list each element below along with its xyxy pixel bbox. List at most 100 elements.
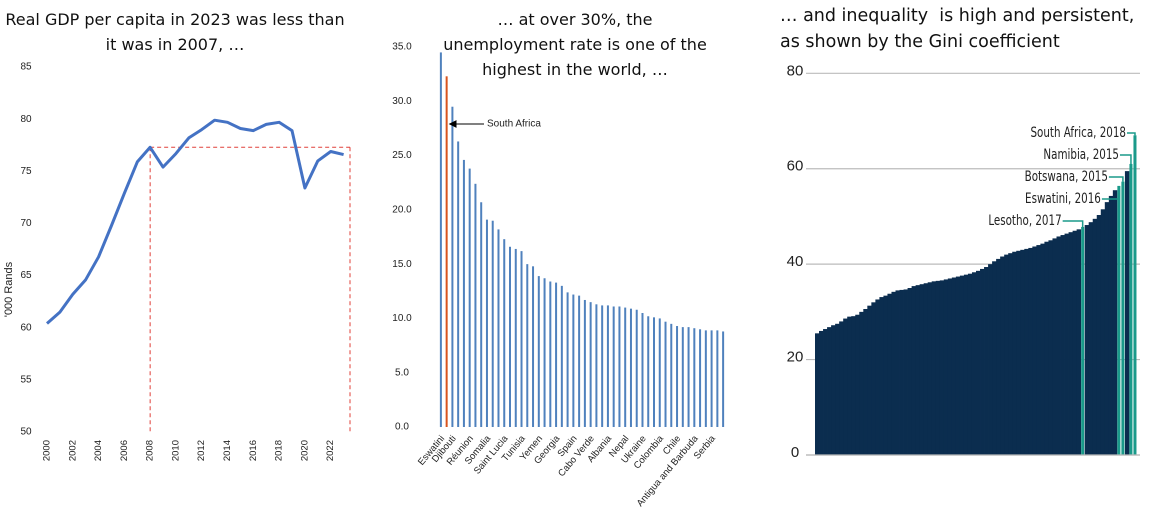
leader-line (1062, 220, 1084, 227)
bar (1117, 185, 1121, 456)
y-tick-label: 10.0 (392, 313, 412, 324)
bar (566, 292, 569, 427)
bar (1000, 256, 1005, 455)
bar (1056, 236, 1061, 455)
x-tick-label: 2012 (196, 440, 207, 461)
bar (899, 289, 904, 455)
bar (624, 307, 627, 427)
bar (1104, 202, 1110, 455)
y-tick-label: 5.0 (395, 367, 409, 378)
line (46, 118, 344, 325)
leader-line (1119, 154, 1132, 164)
y-tick-label: 20 (787, 349, 804, 366)
leader-line (1108, 176, 1124, 182)
bar (491, 220, 494, 427)
bar (520, 251, 523, 427)
y-tick-label: 35.0 (392, 42, 412, 53)
bar (903, 289, 908, 455)
bar (1112, 190, 1118, 455)
bar (1044, 241, 1049, 455)
bar (815, 333, 820, 455)
bar (843, 318, 848, 455)
bar (537, 276, 540, 427)
bar (693, 328, 696, 427)
bar (831, 325, 836, 455)
y-axis-label: '000 Rands (3, 261, 15, 317)
x-tick-label: 2014 (222, 440, 233, 461)
bar (992, 261, 997, 455)
bar (445, 76, 448, 428)
bar (819, 330, 824, 455)
y-tick-label: 0.0 (395, 422, 409, 433)
bar (976, 270, 981, 455)
bar (823, 329, 828, 455)
bar (915, 285, 921, 455)
x-tick-label: 2000 (42, 440, 53, 461)
bar (716, 330, 719, 427)
bar (923, 283, 929, 455)
bar (919, 284, 925, 455)
bar (1004, 254, 1009, 455)
bar (988, 264, 993, 455)
bar (963, 274, 969, 455)
bar (457, 141, 460, 427)
x-tick-label: 2008 (145, 440, 156, 461)
bar (1036, 245, 1041, 455)
bar (699, 329, 702, 427)
bar (1124, 171, 1130, 455)
bar (681, 327, 684, 427)
x-tick-label: 2002 (67, 440, 78, 461)
bar (664, 321, 667, 427)
bar (451, 106, 454, 427)
bar (1092, 218, 1098, 455)
y-tick-label: 40 (787, 253, 804, 270)
bar (895, 290, 900, 455)
y-tick-label: 65 (20, 270, 32, 281)
bar (891, 291, 896, 455)
bar (704, 330, 707, 427)
bar (855, 314, 860, 455)
bar (883, 295, 888, 455)
x-tick-label: 2018 (274, 440, 285, 461)
annotation-label: South Africa, 2018 (1030, 125, 1126, 141)
bar (1096, 215, 1102, 455)
bar (572, 294, 575, 427)
bar (1108, 195, 1114, 455)
bar (1129, 163, 1133, 455)
bar (1081, 226, 1085, 455)
y-tick-label: 60 (787, 158, 804, 175)
bar (468, 168, 471, 427)
bar (871, 302, 876, 455)
bar (847, 316, 852, 455)
bar (879, 297, 884, 455)
bar (1076, 229, 1082, 455)
bar (618, 306, 621, 427)
bar (939, 280, 945, 455)
bar (629, 308, 632, 427)
bar (658, 318, 661, 427)
annotation-label: Namibia, 2015 (1043, 147, 1119, 163)
bar (863, 309, 868, 455)
bar (1060, 235, 1065, 455)
bar (1064, 233, 1069, 455)
bar (984, 267, 989, 455)
annotation-label: Eswatini, 2016 (1025, 191, 1101, 207)
bar (851, 316, 856, 455)
bar (480, 202, 483, 427)
y-tick-label: 85 (20, 62, 32, 73)
bar (1088, 222, 1094, 455)
bar (875, 299, 880, 455)
bar (955, 276, 961, 455)
bar (514, 248, 517, 427)
bar (827, 327, 832, 455)
y-tick-label: 30.0 (392, 96, 412, 107)
bar (967, 273, 973, 455)
bar (1008, 253, 1013, 455)
bar (439, 52, 442, 428)
x-tick-label: 2010 (170, 440, 181, 461)
y-tick-label: 0 (791, 444, 799, 461)
bar (497, 229, 500, 427)
y-tick-label: 75 (20, 166, 32, 177)
